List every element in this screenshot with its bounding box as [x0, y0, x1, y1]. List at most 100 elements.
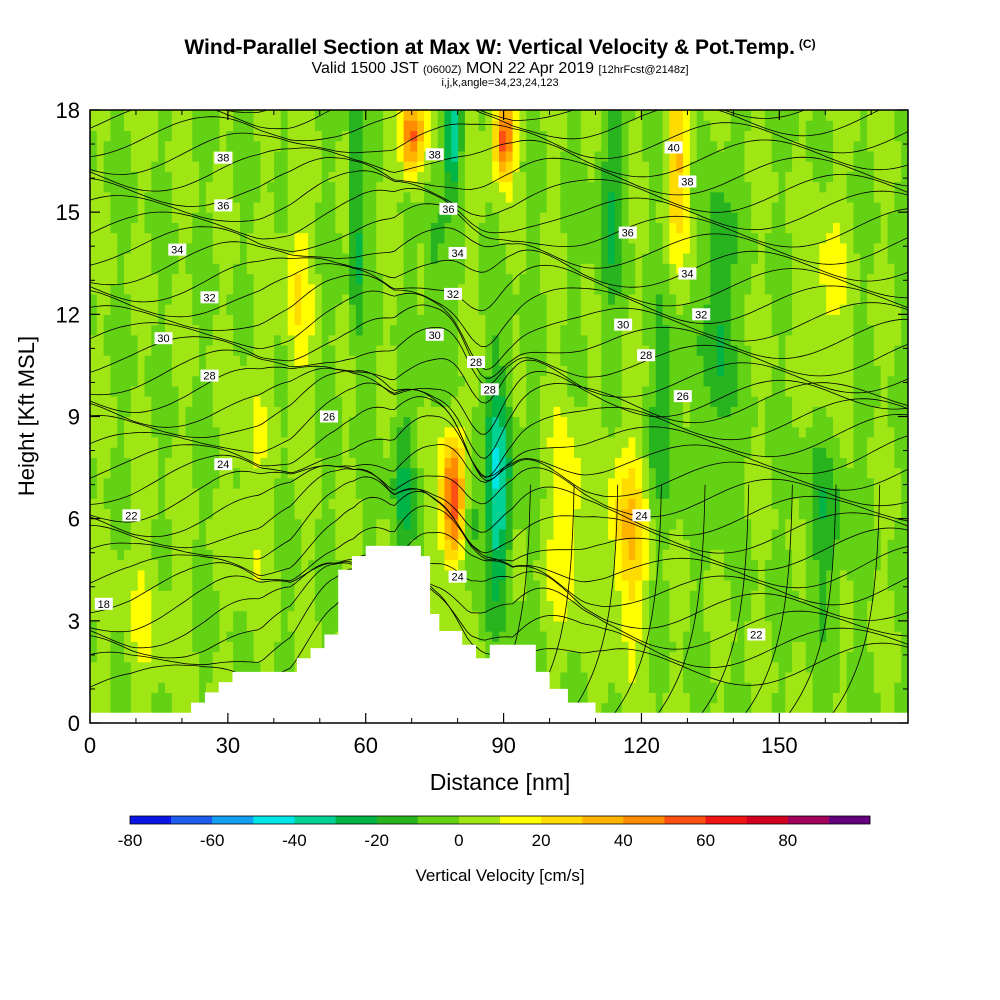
- velocity-cell: [178, 263, 187, 275]
- velocity-cell: [110, 191, 118, 203]
- velocity-cell: [233, 488, 241, 499]
- velocity-cell: [96, 355, 105, 367]
- velocity-cell: [403, 518, 411, 530]
- velocity-cell: [314, 457, 323, 469]
- velocity-cell: [512, 467, 521, 479]
- velocity-cell: [219, 140, 227, 152]
- velocity-cell: [294, 263, 302, 275]
- velocity-cell: [608, 201, 616, 213]
- velocity-cell: [573, 671, 582, 683]
- velocity-cell: [526, 518, 534, 530]
- velocity-cell: [478, 304, 486, 315]
- velocity-cell: [383, 273, 391, 285]
- velocity-cell: [642, 130, 650, 142]
- velocity-cell: [301, 293, 309, 305]
- velocity-cell: [389, 293, 398, 305]
- velocity-cell: [567, 222, 575, 234]
- velocity-cell: [614, 488, 623, 499]
- velocity-cell: [90, 600, 98, 612]
- velocity-cell: [471, 528, 480, 540]
- velocity-cell: [212, 682, 221, 693]
- velocity-cell: [580, 334, 589, 346]
- velocity-cell: [437, 467, 446, 479]
- velocity-cell: [90, 253, 98, 264]
- velocity-cell: [321, 467, 330, 479]
- velocity-cell: [233, 304, 241, 315]
- velocity-cell: [164, 528, 173, 540]
- velocity-cell: [635, 702, 643, 714]
- velocity-cell: [648, 232, 657, 244]
- velocity-cell: [185, 631, 193, 642]
- velocity-cell: [424, 365, 432, 377]
- velocity-cell: [178, 201, 187, 213]
- velocity-cell: [260, 232, 268, 244]
- velocity-cell: [376, 263, 384, 275]
- velocity-cell: [314, 426, 323, 438]
- velocity-cell: [192, 181, 200, 193]
- velocity-cell: [212, 253, 221, 264]
- velocity-cell: [444, 375, 452, 387]
- velocity-cell: [383, 263, 391, 275]
- velocity-cell: [274, 273, 282, 285]
- velocity-cell: [505, 579, 514, 591]
- velocity-cell: [417, 528, 425, 540]
- velocity-cell: [90, 457, 98, 469]
- velocity-cell: [185, 661, 193, 673]
- velocity-cell: [96, 140, 105, 152]
- velocity-cell: [171, 355, 180, 367]
- velocity-cell: [151, 150, 159, 162]
- velocity-cell: [151, 385, 159, 397]
- velocity-cell: [546, 201, 555, 213]
- velocity-cell: [601, 488, 609, 499]
- velocity-cell: [260, 120, 268, 132]
- velocity-cell: [601, 539, 609, 550]
- velocity-cell: [485, 263, 493, 275]
- velocity-cell: [103, 559, 112, 571]
- velocity-cell: [485, 283, 493, 295]
- velocity-cell: [437, 375, 446, 387]
- velocity-cell: [580, 263, 589, 275]
- velocity-cell: [389, 457, 398, 469]
- velocity-cell: [199, 631, 207, 642]
- velocity-cell: [117, 549, 125, 561]
- velocity-cell: [601, 671, 609, 683]
- velocity-cell: [424, 539, 432, 550]
- velocity-cell: [349, 518, 357, 530]
- velocity-cell: [533, 457, 541, 469]
- velocity-cell: [321, 130, 330, 142]
- velocity-cell: [267, 620, 275, 632]
- velocity-cell: [124, 293, 132, 305]
- velocity-cell: [274, 120, 282, 132]
- velocity-cell: [287, 293, 296, 305]
- velocity-cell: [171, 222, 180, 234]
- velocity-cell: [239, 375, 248, 387]
- velocity-cell: [464, 212, 473, 223]
- velocity-cell: [212, 263, 221, 275]
- velocity-cell: [478, 212, 486, 223]
- velocity-cell: [192, 651, 200, 663]
- velocity-cell: [424, 477, 432, 489]
- velocity-cell: [171, 559, 180, 571]
- velocity-cell: [430, 273, 439, 285]
- velocity-cell: [519, 528, 527, 540]
- velocity-cell: [478, 467, 486, 479]
- velocity-cell: [430, 406, 439, 418]
- velocity-cell: [512, 171, 521, 183]
- velocity-cell: [458, 375, 466, 387]
- velocity-cell: [158, 283, 166, 295]
- velocity-cell: [628, 191, 636, 203]
- velocity-cell: [526, 324, 534, 336]
- velocity-cell: [246, 263, 255, 275]
- velocity-cell: [137, 610, 146, 622]
- velocity-cell: [505, 590, 514, 601]
- velocity-cell: [212, 344, 221, 356]
- velocity-cell: [546, 600, 555, 612]
- velocity-cell: [103, 150, 112, 162]
- velocity-cell: [124, 130, 132, 142]
- velocity-cell: [628, 702, 636, 714]
- velocity-cell: [499, 314, 507, 326]
- velocity-cell: [580, 559, 589, 571]
- velocity-cell: [614, 120, 623, 132]
- velocity-cell: [478, 283, 486, 295]
- velocity-cell: [342, 324, 350, 336]
